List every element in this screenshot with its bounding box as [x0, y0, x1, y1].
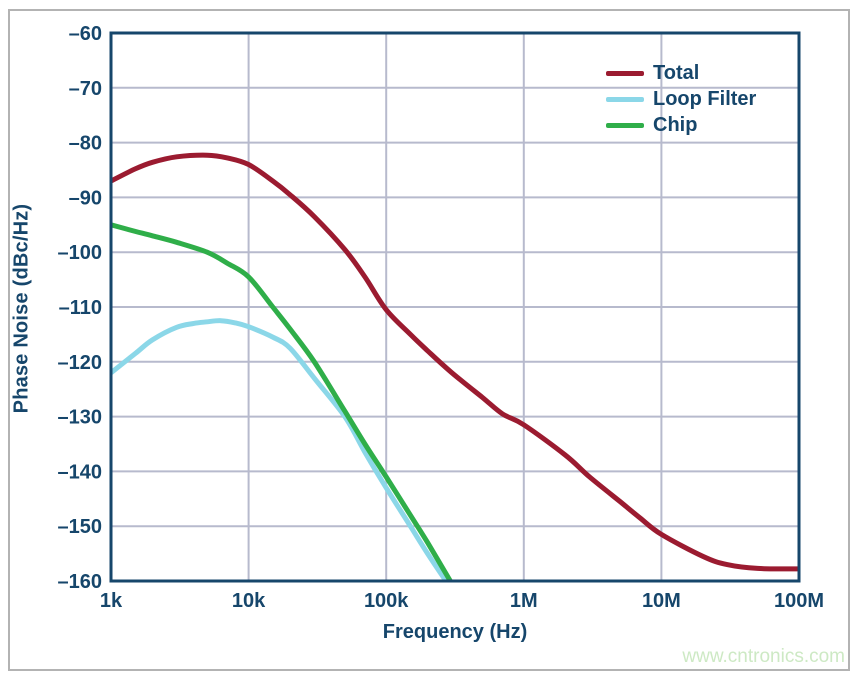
y-tick-label: –100: [58, 242, 103, 264]
y-axis-title: Phase Noise (dBc/Hz): [10, 203, 33, 414]
y-tick-label: –150: [58, 516, 103, 538]
series-line-total: [111, 152, 799, 572]
chart-legend: Total Loop Filter Chip: [606, 60, 756, 138]
y-tick-label: –80: [69, 133, 102, 155]
legend-swatch-icon: [606, 96, 644, 102]
legend-label: Total: [653, 61, 700, 84]
legend-item-loop-filter: Loop Filter: [606, 86, 756, 112]
x-tick-label: 100k: [364, 590, 409, 612]
x-tick-label: 1k: [100, 590, 123, 612]
legend-label: Chip: [653, 113, 698, 136]
legend-label: Loop Filter: [653, 87, 757, 110]
x-tick-label: 100M: [774, 590, 824, 612]
y-tick-label: –70: [69, 78, 102, 100]
legend-item-chip: Chip: [606, 112, 756, 138]
legend-swatch-icon: [606, 70, 644, 76]
series-line-chip: [111, 222, 454, 581]
x-tick-label: 10M: [642, 590, 681, 612]
y-tick-label: –120: [58, 352, 103, 374]
plot-frame: [109, 31, 801, 583]
legend-item-total: Total: [606, 60, 756, 86]
watermark-text: www.cntronics.com: [682, 646, 845, 667]
x-axis-title: Frequency (Hz): [382, 621, 528, 643]
y-tick-label: –90: [69, 187, 102, 209]
y-tick-label: –60: [69, 23, 102, 45]
y-tick-label: –130: [58, 407, 103, 429]
x-tick-label: 10k: [232, 590, 266, 612]
x-tick-label: 1M: [510, 590, 538, 612]
y-tick-label: –140: [58, 461, 103, 483]
y-tick-label: –110: [59, 297, 102, 319]
legend-swatch-icon: [606, 122, 644, 128]
series-line-loop-filter: [111, 318, 449, 581]
y-tick-label: –160: [58, 571, 103, 593]
